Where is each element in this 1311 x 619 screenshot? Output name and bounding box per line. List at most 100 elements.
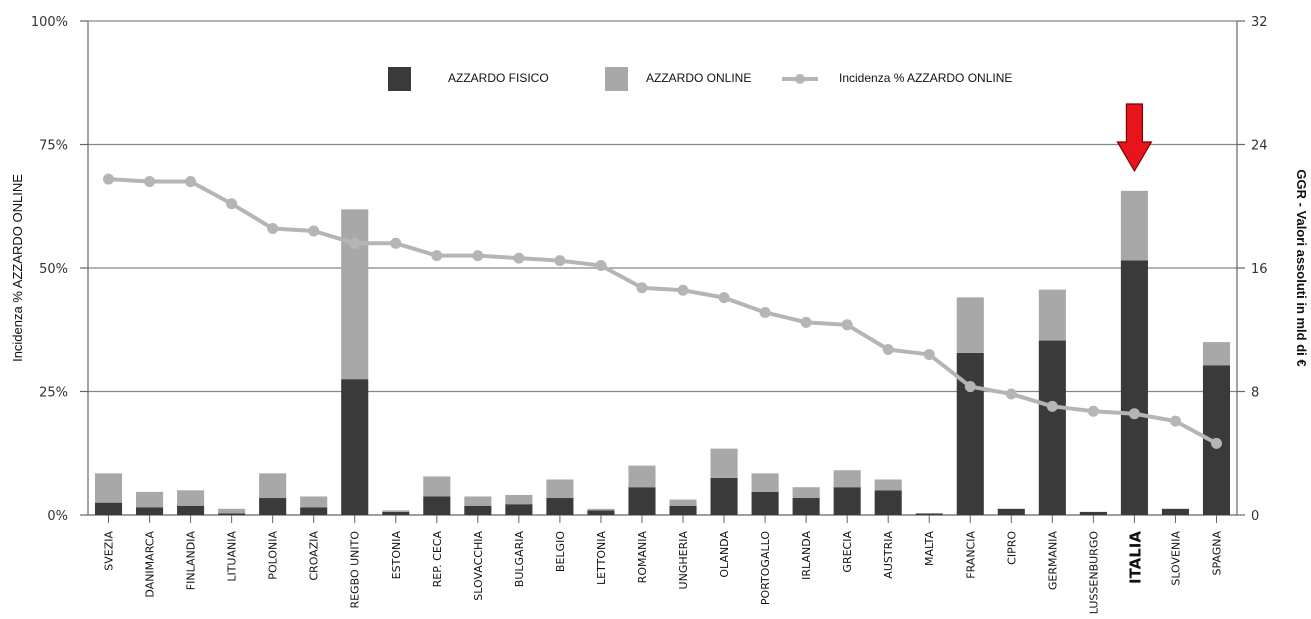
bar-azzardo-online <box>669 499 697 506</box>
bar-azzardo-fisico <box>1038 340 1066 515</box>
category-label: GERMANIA <box>1046 531 1059 591</box>
bar-azzardo-online <box>464 496 492 506</box>
bar-azzardo-online <box>259 473 287 499</box>
bar-azzardo-online <box>300 496 328 508</box>
bar-azzardo-fisico <box>628 487 656 515</box>
bar-azzardo-fisico <box>464 505 492 515</box>
bar-azzardo-fisico <box>751 491 779 515</box>
right-tick-label: 8 <box>1251 386 1259 401</box>
bar-azzardo-online <box>956 297 984 353</box>
incidence-point <box>964 381 976 393</box>
category-label: ITALIA <box>1126 531 1144 584</box>
incidence-point <box>923 348 935 360</box>
bar-azzardo-online <box>628 465 656 488</box>
bar-azzardo-online <box>1202 342 1231 366</box>
category-label: LITUANIA <box>226 531 239 582</box>
category-label: OLANDA <box>718 531 731 578</box>
category-label: DANIMARCA <box>144 531 157 598</box>
bar-azzardo-fisico <box>710 477 738 515</box>
category-label: BULGARIA <box>513 531 526 588</box>
bar-azzardo-fisico <box>505 504 533 515</box>
right-tick-label: 0 <box>1251 509 1259 524</box>
bar-azzardo-fisico <box>874 490 902 515</box>
bar-azzardo-fisico <box>915 513 943 515</box>
incidence-point <box>472 250 484 262</box>
bar-azzardo-fisico <box>587 510 615 515</box>
category-label: GRECIA <box>841 531 854 573</box>
incidence-point <box>595 260 607 272</box>
legend-swatch-online <box>605 67 628 91</box>
bar-azzardo-online <box>587 508 615 511</box>
bar-azzardo-fisico <box>1120 260 1148 515</box>
incidence-point <box>1210 437 1222 449</box>
bar-azzardo-fisico <box>300 507 328 515</box>
bar-azzardo-fisico <box>792 498 820 515</box>
bar-azzardo-online <box>136 491 164 508</box>
category-label: POLONIA <box>267 531 280 580</box>
bar-azzardo-online <box>341 209 369 380</box>
bar-azzardo-online <box>94 473 123 503</box>
category-label: BELGIO <box>554 531 567 572</box>
category-label: FINLANDIA <box>185 531 198 591</box>
bar-azzardo-online <box>710 448 738 478</box>
category-label: REGBO UNITO <box>349 531 362 609</box>
incidence-point <box>103 173 115 185</box>
legend-label-online: AZZARDO ONLINE <box>646 71 751 85</box>
category-labels: SVEZIA DANIMARCA FINLANDIA LITUANIA POLONIA C… <box>103 531 1224 615</box>
incidence-point <box>390 237 402 249</box>
category-label: SLOVACCHIA <box>472 531 485 601</box>
bar-azzardo-online <box>177 490 205 506</box>
incidence-point <box>267 222 279 234</box>
incidence-point <box>554 255 566 267</box>
bar-azzardo-online <box>382 510 410 512</box>
left-tick-label: 50% <box>39 262 68 277</box>
right-tick-label: 24 <box>1251 139 1268 154</box>
left-tick-label: 100% <box>31 15 68 30</box>
bar-azzardo-fisico <box>423 496 451 515</box>
incidence-point <box>882 344 894 356</box>
legend-label-incidenza: Incidenza % AZZARDO ONLINE <box>839 71 1012 85</box>
bar-azzardo-fisico <box>259 498 287 515</box>
incidence-point <box>431 250 443 262</box>
incidence-point <box>1005 388 1017 400</box>
bar-azzardo-online <box>874 479 902 491</box>
category-label: SVEZIA <box>103 531 116 571</box>
category-label: MALTA <box>923 531 936 566</box>
bar-azzardo-fisico <box>1161 508 1189 515</box>
category-label: FRANCIA <box>964 531 977 579</box>
bar-azzardo-fisico <box>997 508 1025 515</box>
bar-azzardo-online <box>1120 190 1148 261</box>
bar-azzardo-fisico <box>669 505 697 515</box>
category-label: ROMANIA <box>636 531 649 584</box>
left-tick-label: 25% <box>39 386 68 401</box>
incidence-point <box>718 292 730 304</box>
category-label: IRLANDA <box>800 531 813 580</box>
incidence-point <box>349 237 361 249</box>
category-label: LETTONIA <box>595 531 608 585</box>
incidence-point <box>1128 408 1140 420</box>
bar-azzardo-fisico <box>177 505 205 515</box>
incidence-point <box>226 198 238 210</box>
incidence-point <box>800 316 812 328</box>
incidence-point <box>759 306 771 318</box>
bars <box>94 190 1231 515</box>
left-tick-label: 0% <box>47 509 68 524</box>
bar-azzardo-fisico <box>136 507 164 515</box>
bar-azzardo-fisico <box>833 487 861 515</box>
category-label: AUSTRIA <box>882 531 895 579</box>
bar-azzardo-online <box>1038 289 1066 341</box>
right-tick-label: 32 <box>1251 15 1268 30</box>
category-label: PORTOGALLO <box>759 531 772 605</box>
left-tick-label: 75% <box>39 139 68 154</box>
red-arrow-shape <box>1116 103 1153 173</box>
category-label: SLOVENIA <box>1169 531 1182 586</box>
category-label: CROAZIA <box>308 531 321 581</box>
bar-azzardo-fisico <box>382 511 410 515</box>
bar-azzardo-online <box>218 508 246 514</box>
bar-azzardo-fisico <box>218 513 246 515</box>
incidence-point <box>636 282 648 294</box>
incidence-line <box>103 173 1222 449</box>
incidence-point <box>308 225 320 237</box>
bar-azzardo-online <box>546 479 574 499</box>
